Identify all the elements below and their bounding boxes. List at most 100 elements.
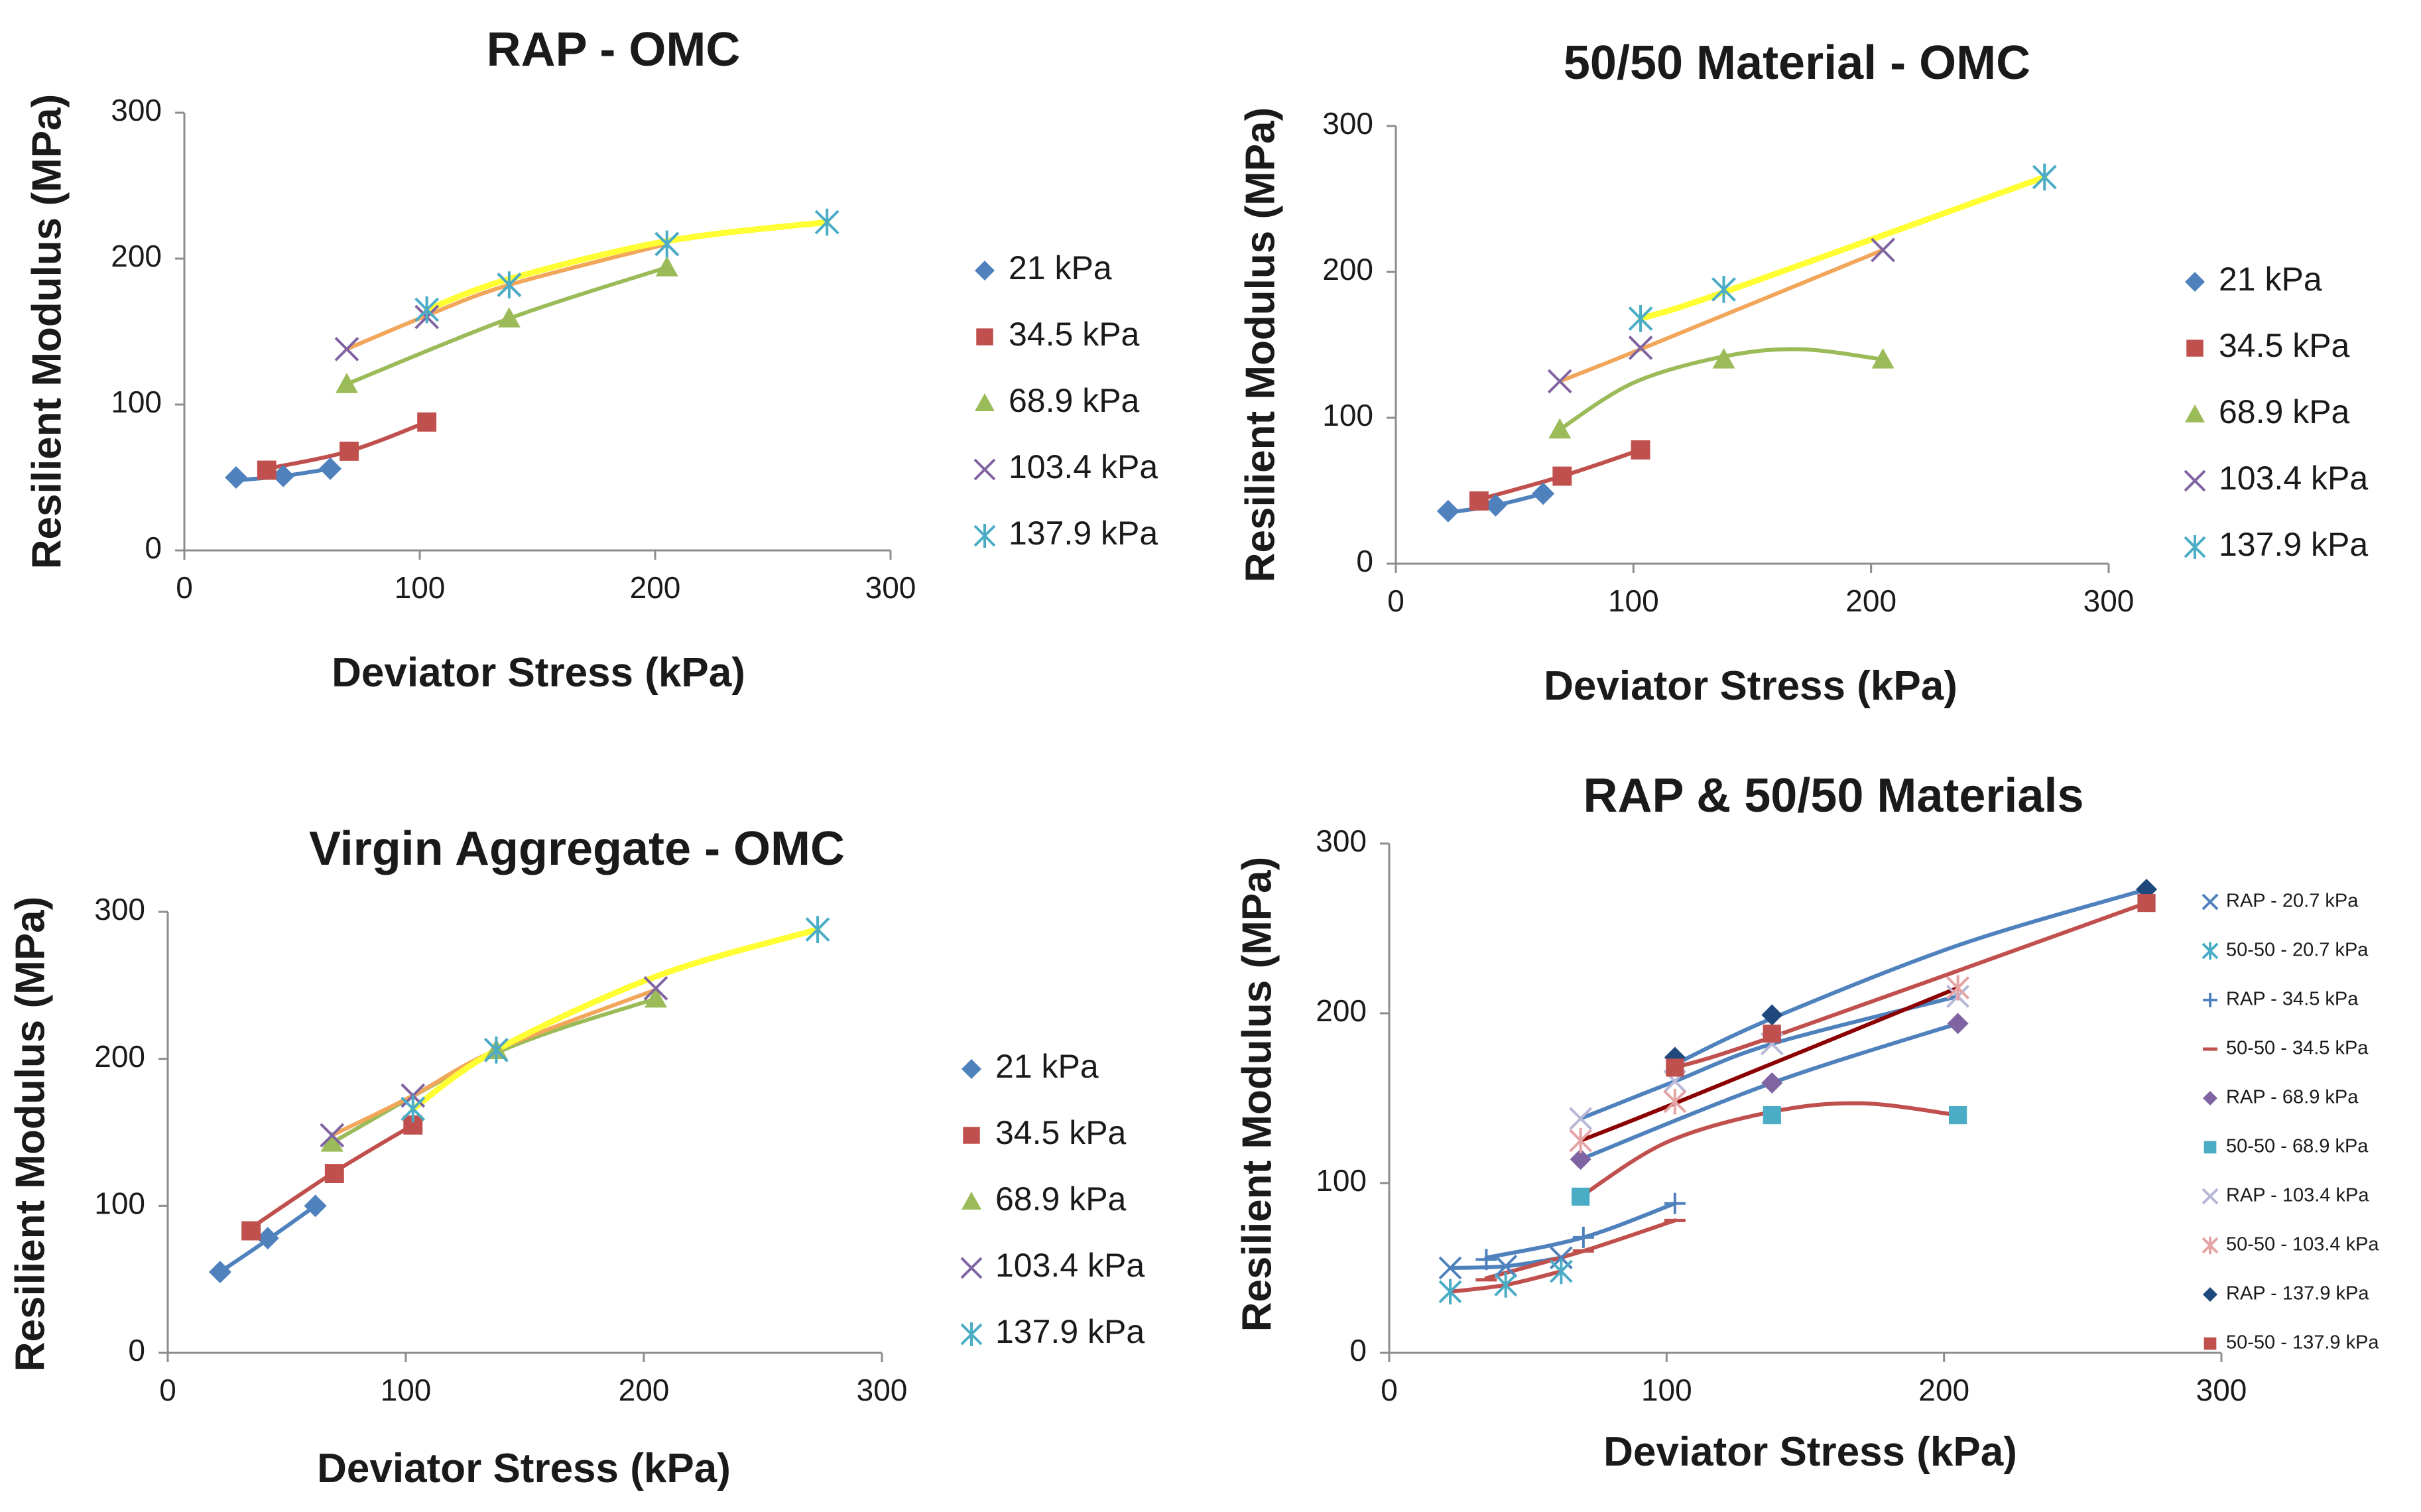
y-tick-label: 200 xyxy=(1322,252,1373,286)
y-tick-label: 0 xyxy=(128,1333,145,1367)
legend-marker xyxy=(2204,1141,2217,1154)
legend-label: 21 kPa xyxy=(1009,249,1112,286)
chart-panel-4: RAP & 50/50 Materials 0 100 200 300 0 100 200 30… xyxy=(1234,769,2379,1475)
legend-label: 68.9 kPa xyxy=(995,1180,1127,1218)
data-point xyxy=(1712,348,1735,369)
y-axis-label: Resilient Modulus (MPa) xyxy=(1237,107,1283,582)
legend-marker xyxy=(2202,1236,2219,1255)
x-tick-label: 100 xyxy=(381,1373,432,1407)
legend-marker xyxy=(2203,1287,2217,1302)
legend-marker xyxy=(2202,942,2219,960)
legend-label: 34.5 kPa xyxy=(2219,327,2350,364)
legend-label: RAP - 20.7 kPa xyxy=(2226,891,2359,912)
x-tick-label: 200 xyxy=(630,570,681,605)
y-tick-label: 0 xyxy=(1349,1333,1367,1367)
data-point xyxy=(655,256,678,277)
data-point xyxy=(1666,1058,1684,1077)
y-axis-label: Resilient Modulus (MPa) xyxy=(24,94,70,569)
chart-title: RAP - OMC xyxy=(487,23,741,76)
data-point xyxy=(1572,1187,1590,1206)
y-axis-label: Resilient Modulus (MPa) xyxy=(7,897,53,1371)
data-point xyxy=(1547,369,1572,394)
data-point xyxy=(1549,1258,1573,1285)
data-point xyxy=(497,271,522,298)
data-point xyxy=(1438,1256,1462,1280)
x-tick-label: 200 xyxy=(1845,584,1896,618)
legend-label: 103.4 kPa xyxy=(2219,460,2368,497)
data-point xyxy=(208,1261,231,1284)
legend-label: 50-50 - 103.4 kPa xyxy=(2226,1234,2379,1255)
trend-line xyxy=(424,219,830,313)
data-point xyxy=(1947,1013,1969,1035)
legend-label: RAP - 34.5 kPa xyxy=(2226,989,2359,1010)
legend-label: RAP - 137.9 kPa xyxy=(2226,1283,2369,1304)
trend-line xyxy=(344,242,669,351)
data-point xyxy=(1763,1025,1781,1043)
legend-marker xyxy=(962,1059,981,1079)
legend-label: 50-50 - 20.7 kPa xyxy=(2226,940,2369,961)
legend-marker xyxy=(963,1127,980,1144)
data-point xyxy=(319,457,342,480)
legend-marker xyxy=(2185,272,2205,292)
data-point xyxy=(1946,975,1969,1001)
y-tick-label: 0 xyxy=(145,531,162,565)
legend-marker xyxy=(976,328,993,346)
data-point xyxy=(1663,1088,1687,1115)
data-point xyxy=(1711,276,1736,303)
data-point xyxy=(2032,163,2057,191)
data-point xyxy=(1763,1106,1781,1125)
trend-line xyxy=(330,987,658,1137)
x-tick-label: 300 xyxy=(857,1373,908,1407)
data-point xyxy=(340,441,359,461)
data-point xyxy=(1628,335,1653,360)
data-point xyxy=(1552,466,1572,486)
data-point xyxy=(1570,1149,1591,1170)
y-tick-label: 300 xyxy=(1322,106,1373,141)
trend-line xyxy=(330,996,658,1145)
x-tick-label: 100 xyxy=(1608,584,1659,618)
data-point xyxy=(304,1194,327,1218)
legend-marker xyxy=(2204,1337,2217,1350)
y-tick-label: 100 xyxy=(111,385,162,419)
data-point xyxy=(1628,305,1653,332)
x-tick-label: 0 xyxy=(1381,1373,1398,1407)
y-tick-label: 100 xyxy=(94,1186,145,1220)
legend-label: 68.9 kPa xyxy=(1009,382,1140,419)
data-point xyxy=(1631,440,1650,460)
x-tick-label: 200 xyxy=(1918,1373,1969,1407)
trend-line xyxy=(1578,994,1960,1121)
data-point xyxy=(1569,1127,1593,1154)
legend-marker xyxy=(973,458,996,481)
legend-marker xyxy=(975,393,995,411)
y-tick-label: 300 xyxy=(94,892,145,926)
x-tick-label: 200 xyxy=(619,1373,670,1407)
legend-label: 103.4 kPa xyxy=(1009,448,1158,485)
legend-label: 137.9 kPa xyxy=(995,1313,1145,1350)
trend-line xyxy=(410,926,821,1112)
legend-marker xyxy=(2202,893,2219,911)
data-point xyxy=(417,412,437,432)
x-tick-label: 0 xyxy=(1387,584,1404,618)
data-point xyxy=(497,307,521,328)
legend-label: 21 kPa xyxy=(2219,261,2322,298)
data-point xyxy=(654,230,680,258)
data-point xyxy=(1532,482,1555,505)
data-point xyxy=(1948,1106,1967,1125)
data-point xyxy=(805,916,830,943)
x-tick-label: 300 xyxy=(865,570,916,605)
legend-marker xyxy=(2203,1091,2217,1105)
x-tick-label: 0 xyxy=(176,570,193,605)
data-point xyxy=(1569,1107,1593,1131)
data-point xyxy=(225,466,248,489)
data-point xyxy=(1761,1072,1783,1094)
data-point xyxy=(1664,1192,1686,1214)
y-tick-label: 100 xyxy=(1316,1163,1367,1198)
data-point xyxy=(2137,894,2156,913)
legend-marker xyxy=(2203,993,2217,1007)
data-point xyxy=(1548,418,1572,439)
legend-label: 137.9 kPa xyxy=(2219,526,2368,563)
trend-line xyxy=(1558,248,1885,383)
chart-panel-3: Virgin Aggregate - OMC 0 100 200 300 0 100 200 3… xyxy=(7,822,1145,1491)
legend-marker xyxy=(2184,535,2206,559)
data-point xyxy=(484,1036,509,1064)
